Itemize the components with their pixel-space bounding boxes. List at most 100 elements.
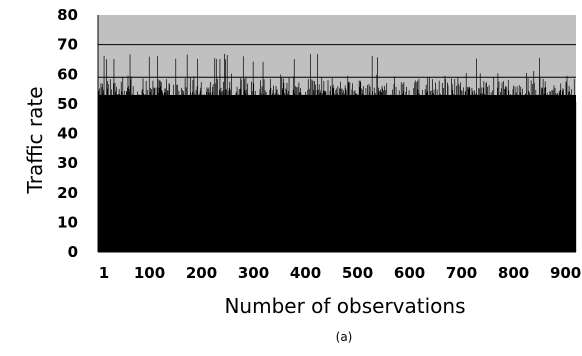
bar	[125, 103, 126, 252]
bar	[349, 98, 351, 252]
bar	[556, 101, 557, 253]
bar	[564, 108, 566, 252]
bar	[527, 102, 528, 252]
bar	[342, 95, 344, 252]
bar	[161, 89, 163, 252]
bar	[528, 105, 530, 252]
bar	[532, 110, 534, 252]
bar	[197, 95, 199, 253]
bar	[196, 97, 197, 252]
bar	[223, 82, 224, 253]
bar	[464, 92, 466, 252]
bar	[244, 78, 245, 252]
bar	[242, 56, 244, 252]
bar	[179, 103, 180, 252]
bar	[394, 76, 395, 252]
bar	[229, 107, 231, 253]
bar	[377, 57, 378, 253]
bar	[292, 98, 294, 252]
bar	[222, 109, 223, 252]
bar	[365, 88, 367, 252]
bar	[220, 92, 221, 252]
bar	[357, 96, 358, 252]
bar	[547, 98, 549, 253]
bar	[132, 86, 134, 252]
bar	[527, 78, 529, 252]
bar	[572, 102, 574, 253]
bar	[391, 96, 393, 252]
bar	[238, 95, 239, 252]
bar	[427, 97, 429, 252]
bar	[531, 108, 533, 252]
bar	[477, 94, 479, 252]
bar	[442, 88, 444, 252]
bar	[136, 91, 138, 252]
bar	[264, 90, 266, 252]
bar	[516, 101, 517, 252]
bar	[470, 103, 472, 252]
bar	[116, 86, 117, 252]
bar	[378, 91, 380, 252]
bar	[533, 71, 535, 253]
bar	[214, 58, 216, 252]
bar	[316, 89, 318, 253]
bar	[540, 105, 541, 252]
bar	[314, 106, 316, 252]
bar	[398, 90, 400, 252]
bar	[374, 93, 376, 252]
bar	[189, 98, 191, 253]
bar	[264, 102, 265, 252]
bar	[158, 92, 159, 252]
bar	[364, 99, 366, 252]
bar	[110, 107, 112, 252]
bar	[163, 102, 165, 253]
bar	[458, 83, 459, 253]
bar	[451, 83, 453, 253]
bar	[455, 96, 457, 253]
bar	[157, 79, 159, 252]
bar	[569, 94, 571, 253]
bar	[441, 102, 443, 252]
bar	[333, 88, 335, 252]
bar	[174, 96, 176, 253]
bar	[237, 94, 239, 252]
bar	[511, 95, 513, 253]
bar	[216, 115, 218, 252]
bar	[399, 103, 401, 252]
bar	[523, 96, 524, 252]
bar	[253, 83, 255, 253]
bar	[228, 87, 230, 252]
bar	[546, 101, 548, 252]
bar	[435, 82, 436, 252]
bar	[428, 76, 430, 253]
bar	[401, 94, 403, 253]
bar	[428, 105, 430, 253]
bar	[108, 99, 110, 252]
bar	[287, 112, 289, 252]
bar	[236, 86, 238, 252]
bar	[384, 104, 386, 253]
bar	[189, 76, 191, 252]
bar	[308, 98, 310, 252]
bar	[127, 87, 128, 252]
bar	[165, 88, 167, 252]
bar	[549, 91, 551, 252]
bar	[206, 91, 207, 252]
bar	[552, 90, 554, 253]
bar	[148, 96, 150, 252]
bar	[514, 99, 515, 252]
bar	[539, 57, 540, 252]
bar	[324, 90, 325, 252]
bar	[449, 98, 450, 252]
bar	[144, 105, 145, 253]
bar	[419, 100, 421, 252]
bar	[524, 97, 526, 252]
bar	[359, 80, 361, 252]
bar	[278, 93, 279, 252]
bar	[421, 101, 423, 253]
bar	[102, 83, 103, 252]
bar	[313, 91, 315, 252]
bar	[155, 98, 157, 252]
bar	[298, 117, 299, 252]
bar	[151, 102, 153, 252]
